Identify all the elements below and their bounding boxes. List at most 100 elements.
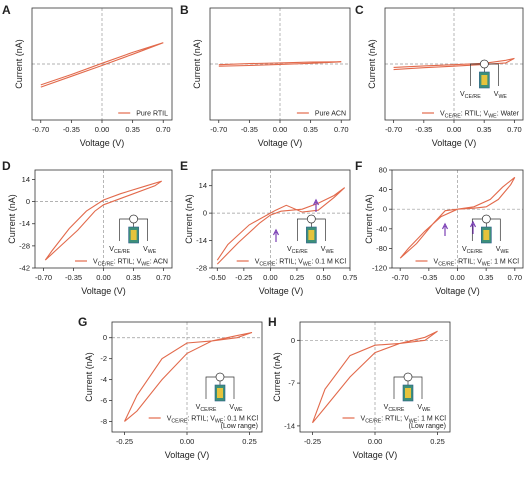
y-tick-label: 0 — [103, 333, 107, 342]
x-tick-label: 0.35 — [126, 273, 141, 282]
annotation-arrow — [469, 220, 477, 234]
y-tick-label: 40 — [379, 185, 387, 194]
x-tick-label: -0.70 — [35, 273, 52, 282]
y-axis-label: Current (nA) — [84, 352, 94, 402]
y-tick-label: -7 — [288, 379, 295, 388]
y-tick-label: -40 — [376, 224, 387, 233]
x-tick-label: 0.00 — [368, 437, 383, 446]
x-axis-label: Voltage (V) — [432, 138, 477, 148]
y-tick-label: -14 — [19, 219, 30, 228]
cv-curve — [399, 176, 516, 259]
y-axis-label: Current (nA) — [367, 39, 377, 89]
x-tick-label: -0.25 — [304, 437, 321, 446]
panel-label: C — [355, 3, 364, 17]
panel-label: A — [2, 3, 11, 17]
y-tick-label: -4 — [100, 375, 107, 384]
y-axis-label: Current (nA) — [364, 194, 374, 244]
inset-label: VWE — [494, 91, 508, 100]
cv-curve — [311, 330, 438, 424]
panel: G -0.25 0.00 0.25 0 -2 -4 -6 -8 Voltage (V) Curren… — [78, 315, 263, 460]
x-tick-label: 0.35 — [479, 273, 494, 282]
x-tick-label: 0.70 — [334, 125, 349, 134]
inset-label: VWE — [229, 404, 243, 413]
y-axis-label: Current (nA) — [14, 39, 24, 89]
legend-note: (Low range) — [409, 423, 446, 430]
x-tick-label: -0.25 — [235, 273, 252, 282]
plot-frame — [211, 169, 351, 269]
y-tick-label: 80 — [379, 166, 387, 175]
x-tick-label: -0.35 — [63, 125, 80, 134]
x-tick-label: 0.75 — [343, 273, 358, 282]
x-tick-label: -0.35 — [241, 125, 258, 134]
x-axis-label: Voltage (V) — [353, 450, 398, 460]
inset-wire — [297, 218, 326, 241]
x-tick-label: 0.00 — [180, 437, 195, 446]
inset-meter — [481, 214, 491, 224]
x-axis-label: Voltage (V) — [259, 286, 304, 296]
x-axis-label: Voltage (V) — [81, 286, 126, 296]
x-tick-label: 0.00 — [96, 273, 111, 282]
y-axis-label: Current (nA) — [192, 39, 202, 89]
panel: A -0.70 -0.35 0.00 0.35 0.70 Voltage (V) Curren… — [2, 3, 173, 148]
y-tick-label: -2 — [100, 354, 107, 363]
inset-wire — [119, 218, 148, 241]
x-tick-label: -0.70 — [32, 125, 49, 134]
x-tick-label: -0.70 — [392, 273, 409, 282]
inset-wire — [393, 376, 423, 399]
annotation-arrow — [441, 222, 449, 236]
inset-meter — [480, 59, 489, 69]
cv-curve — [218, 61, 342, 67]
x-axis-label: Voltage (V) — [435, 286, 480, 296]
inset-chip-pad — [308, 230, 315, 240]
inset-label: VWE — [143, 246, 157, 255]
x-axis-label: Voltage (V) — [80, 138, 125, 148]
panel: C -0.70 -0.35 0.00 0.35 0.70 Voltage (V) Curren… — [355, 3, 524, 148]
legend-label: VCE/RE: RTIL; VWE: 1 M KCl — [434, 259, 520, 268]
x-tick-label: 0.25 — [242, 437, 257, 446]
x-tick-label: -0.25 — [116, 437, 133, 446]
x-tick-label: 0.70 — [156, 273, 171, 282]
x-tick-label: 0.50 — [316, 273, 331, 282]
panel-label: F — [355, 159, 362, 173]
y-tick-label: 0 — [291, 336, 295, 345]
y-tick-label: -28 — [19, 241, 30, 250]
y-tick-label: -42 — [19, 264, 30, 273]
x-tick-label: 0.35 — [477, 125, 492, 134]
y-tick-label: -6 — [100, 396, 107, 405]
inset-meter — [129, 214, 138, 224]
panel: B -0.70 -0.35 0.00 0.35 0.70 Voltage (V) Curren… — [180, 3, 351, 148]
y-tick-label: 0 — [203, 209, 207, 218]
panel: D -0.70 -0.35 0.00 0.35 0.70 14 0 -14 -28 -42 Volta… — [2, 159, 173, 296]
inset-label: VWE — [321, 246, 335, 255]
cv-curve — [44, 180, 163, 261]
annotation-arrow — [272, 228, 280, 242]
y-axis-label: Current (nA) — [184, 194, 194, 244]
x-tick-label: 0.25 — [290, 273, 305, 282]
x-tick-label: 0.00 — [263, 273, 278, 282]
inset-meter — [215, 372, 225, 382]
panel: E -0.50 -0.25 0.00 0.25 0.50 0.75 14 0 -14 -28 Volt… — [180, 159, 357, 296]
legend-label: VCE/RE: RTIL; VWE: 0.1 M KCl — [167, 416, 259, 425]
y-tick-label: 0 — [26, 197, 30, 206]
x-tick-label: 0.70 — [507, 125, 522, 134]
x-tick-label: -0.35 — [415, 125, 432, 134]
inset-chip-pad — [483, 230, 490, 240]
x-tick-label: 0.70 — [508, 273, 523, 282]
x-tick-label: 0.25 — [430, 437, 445, 446]
inset-wire — [471, 218, 501, 241]
inset-label: VCE/RE — [462, 246, 483, 255]
x-tick-label: -0.70 — [385, 125, 402, 134]
y-axis-label: Current (nA) — [7, 194, 17, 244]
legend-label: VCE/RE: RTIL; VWE: ACN — [93, 259, 168, 268]
legend-note: (Low range) — [221, 423, 258, 430]
panel-label: B — [180, 3, 189, 17]
legend-label: VCE/RE: RTIL; VWE: 0.1 M KCl — [255, 259, 347, 268]
y-tick-label: -14 — [196, 236, 207, 245]
x-tick-label: -0.50 — [209, 273, 226, 282]
x-axis-label: Voltage (V) — [165, 450, 210, 460]
inset-label: VCE/RE — [109, 246, 130, 255]
x-tick-label: 0.35 — [125, 125, 140, 134]
panel-label: D — [2, 159, 11, 173]
